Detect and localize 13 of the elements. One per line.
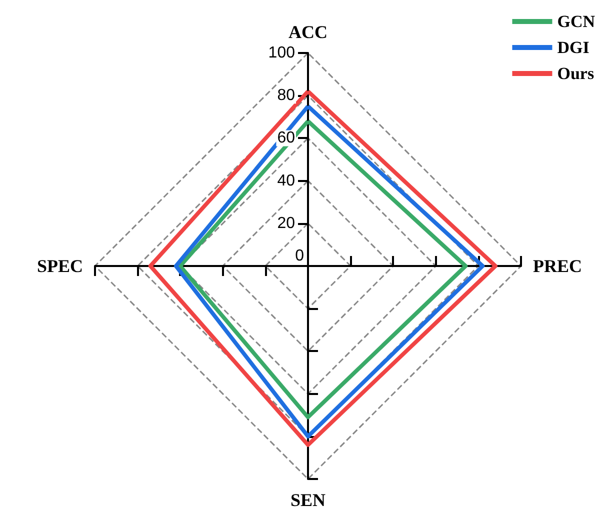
spoke-label: ACC [288,22,328,42]
legend-label: GCN [557,12,596,31]
legend-label: DGI [557,38,590,57]
spoke-label: PREC [533,256,582,276]
spoke-label: SPEC [36,256,83,276]
y-tick-label: 0 [295,248,304,264]
y-tick-label: 80 [277,87,296,104]
legend-label: Ours [557,64,594,83]
y-tick-label: 40 [277,172,296,190]
y-tick-label: 20 [277,214,296,232]
y-tick-label: 100 [268,44,296,62]
spoke-label: SEN [290,490,326,510]
y-tick-label: 60 [277,130,296,147]
